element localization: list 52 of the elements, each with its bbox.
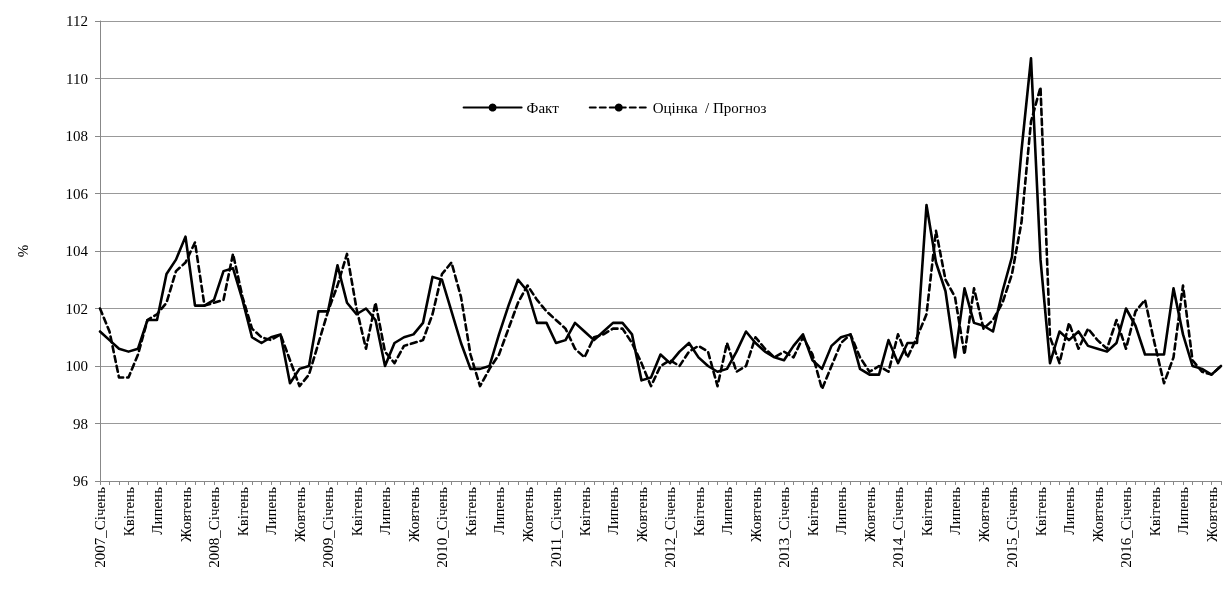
x-tick-label: Квітень <box>690 486 707 537</box>
x-tick-label: Липень <box>491 486 507 535</box>
x-tick-label: 2013_Січень <box>776 486 792 568</box>
x-tick-label: 2007_Січень <box>92 486 108 568</box>
x-tick-label: Квітень <box>576 486 593 537</box>
x-tick-label: Жовтень <box>633 486 650 542</box>
x-tick-label: Липень <box>947 486 963 535</box>
x-tick-label: Квітень <box>462 486 479 537</box>
x-tick-label: Липень <box>833 486 849 535</box>
y-tick-label: 112 <box>66 13 88 29</box>
y-tick-label: 98 <box>73 415 88 432</box>
x-tick-label: Квітень <box>918 486 935 537</box>
x-tick-label: 2011_Січень <box>548 486 564 568</box>
x-tick-label: Квітень <box>804 486 821 537</box>
x-tick-label: Жовтень <box>747 486 764 542</box>
x-tick-label: 2016_Січень <box>1118 486 1134 568</box>
x-tick-label: Квітень <box>234 486 251 537</box>
x-tick-label: Липень <box>377 486 393 535</box>
x-tick-label: Липень <box>1175 486 1191 535</box>
x-tick-label: 2010_Січень <box>434 486 450 568</box>
y-tick-label: 104 <box>65 243 89 259</box>
legend-label: Оцінка / Прогноз <box>652 99 767 116</box>
y-axis-title: % <box>14 244 31 258</box>
y-tick-label: 108 <box>65 128 88 144</box>
y-tick-label: 110 <box>66 70 88 87</box>
x-tick-label: Липень <box>263 486 279 535</box>
y-tick-label: 106 <box>65 185 89 202</box>
x-tick-label: Жовтень <box>861 486 878 542</box>
x-tick-label: Квітень <box>1032 486 1049 537</box>
x-tick-label: Липень <box>149 486 165 535</box>
x-tick-label: Жовтень <box>975 486 992 542</box>
y-tick-label: 96 <box>73 473 89 489</box>
x-tick-label: Жовтень <box>291 486 308 542</box>
y-tick-label: 102 <box>65 300 88 317</box>
x-tick-label: 2014_Січень <box>890 486 906 568</box>
x-tick-label: 2015_Січень <box>1004 486 1020 568</box>
y-tick-label: 100 <box>65 358 88 374</box>
x-tick-label: 2009_Січень <box>320 486 336 568</box>
x-tick-label: Жовтень <box>177 486 194 542</box>
x-tick-label: Квітень <box>120 486 137 537</box>
x-tick-label: Липень <box>1061 486 1077 535</box>
x-tick-label: Жовтень <box>405 486 422 542</box>
x-tick-label: Липень <box>719 486 735 535</box>
x-tick-label: Квітень <box>348 486 365 537</box>
legend-label: Факт <box>526 99 560 116</box>
x-tick-label: 2012_Січень <box>662 486 678 568</box>
x-tick-label: Жовтень <box>519 486 536 542</box>
x-tick-label: Липень <box>605 486 621 535</box>
x-tick-label: Жовтень <box>1089 486 1106 542</box>
x-tick-label: 2008_Січень <box>206 486 222 568</box>
x-tick-label: Квітень <box>1146 486 1163 537</box>
x-tick-label: Жовтень <box>1203 486 1220 542</box>
